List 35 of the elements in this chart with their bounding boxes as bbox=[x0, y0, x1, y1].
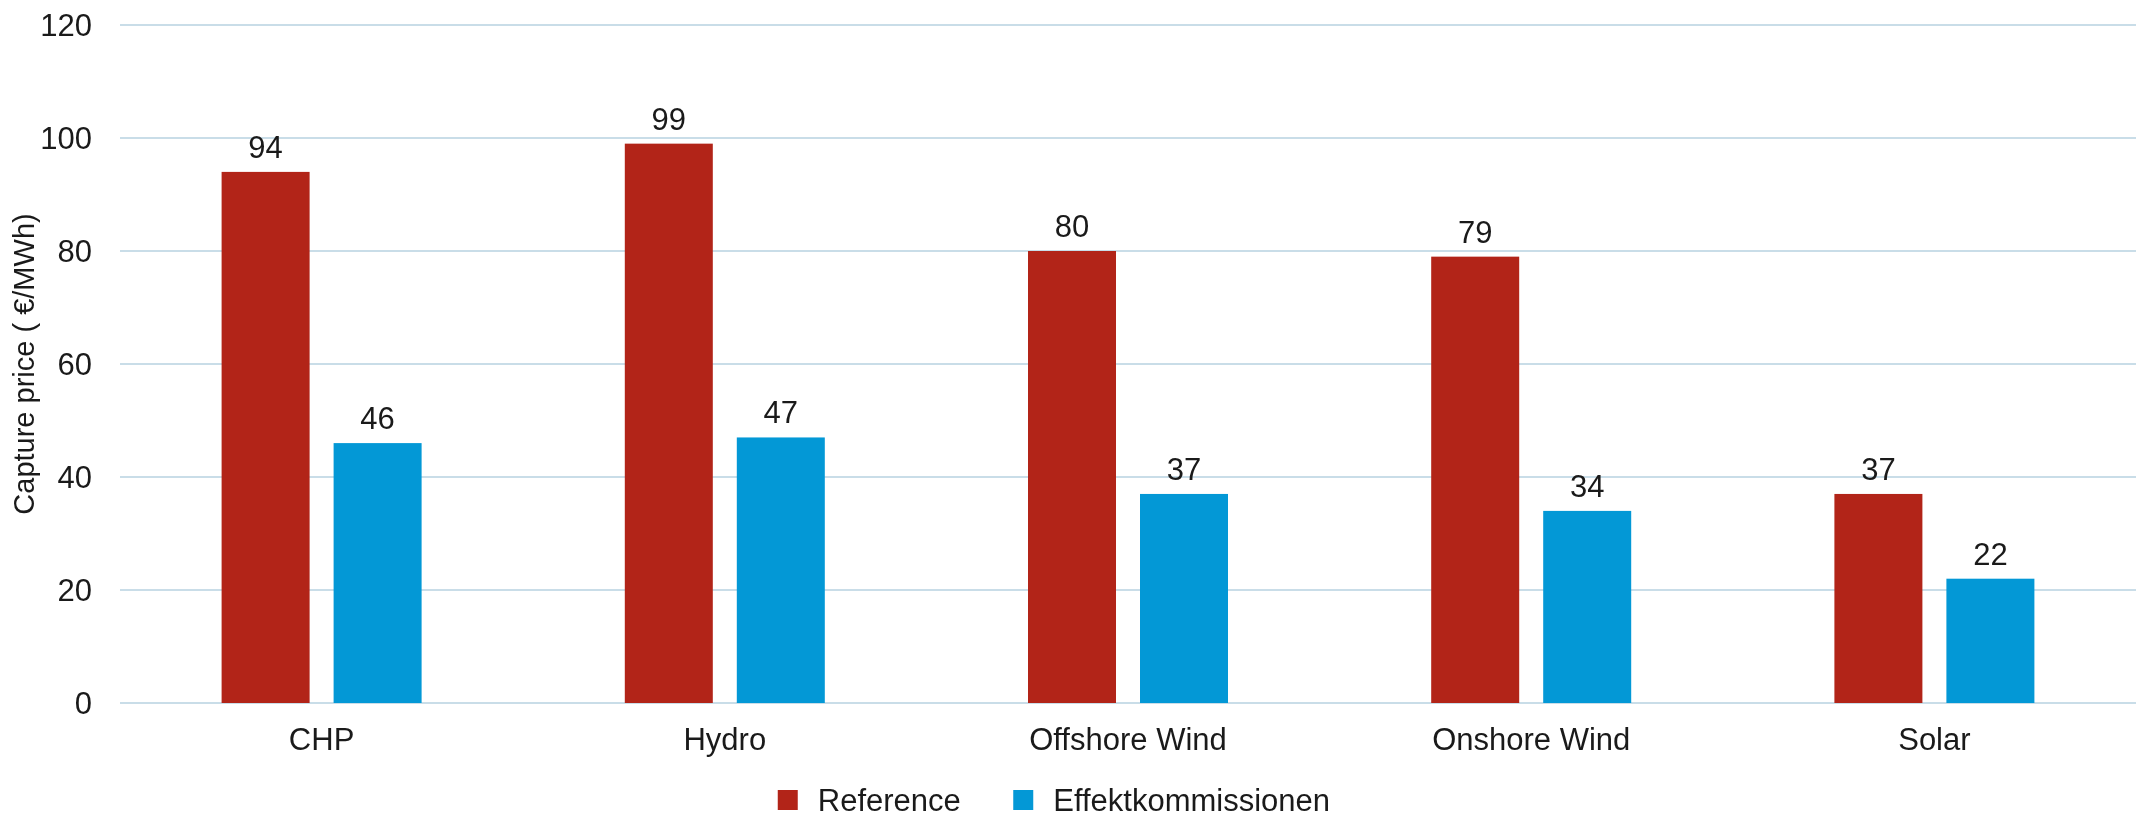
y-axis-title: Capture price ( €/MWh) bbox=[8, 213, 40, 515]
y-tick-label: 60 bbox=[57, 346, 92, 382]
data-label: 22 bbox=[1973, 536, 2008, 572]
bar bbox=[736, 437, 825, 703]
bar bbox=[221, 171, 310, 703]
y-tick-label: 20 bbox=[57, 572, 92, 608]
y-tick-label: 0 bbox=[74, 685, 92, 721]
y-tick-label: 40 bbox=[57, 459, 92, 495]
y-tick-label: 80 bbox=[57, 233, 92, 269]
data-label: 37 bbox=[1166, 451, 1202, 487]
y-tick-label: 100 bbox=[40, 120, 92, 156]
bar bbox=[1834, 493, 1923, 703]
bar bbox=[1543, 510, 1632, 703]
x-tick-label: Offshore Wind bbox=[1029, 722, 1227, 757]
x-tick-label: Hydro bbox=[683, 722, 767, 757]
data-label: 94 bbox=[248, 129, 283, 165]
y-tick-label: 120 bbox=[40, 7, 92, 43]
bar bbox=[1028, 251, 1116, 703]
x-tick-label: Solar bbox=[1898, 722, 1971, 757]
x-tick-label: CHP bbox=[288, 722, 355, 757]
bar bbox=[1431, 256, 1520, 703]
bar bbox=[333, 443, 422, 703]
data-label: 99 bbox=[651, 101, 687, 137]
legend-label: Effektkommissionen bbox=[1053, 782, 1331, 818]
bar bbox=[1140, 493, 1228, 703]
data-label: 46 bbox=[360, 401, 395, 437]
bar bbox=[624, 143, 713, 703]
data-label: 47 bbox=[763, 395, 799, 431]
x-tick-label: Onshore Wind bbox=[1432, 722, 1631, 757]
legend-label: Reference bbox=[817, 782, 961, 818]
bar bbox=[1946, 578, 2035, 703]
data-label: 34 bbox=[1569, 468, 1605, 504]
data-label: 37 bbox=[1861, 451, 1896, 487]
data-label: 79 bbox=[1457, 214, 1493, 250]
data-label: 80 bbox=[1054, 209, 1090, 244]
